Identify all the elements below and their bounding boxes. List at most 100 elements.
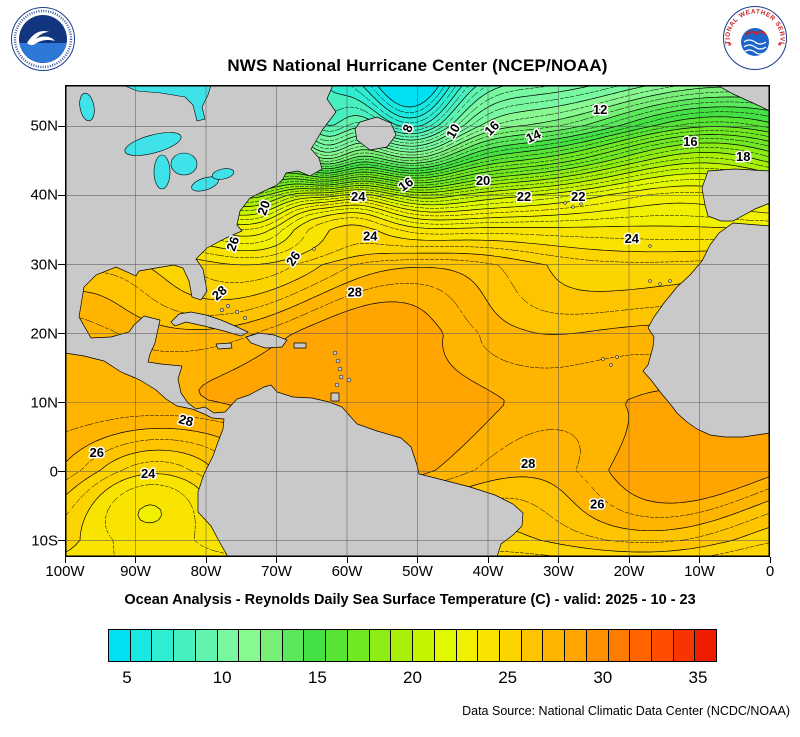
map-area: 12 8 10 16 14 16 18 16 20 22 22 24 20 26 24 26 24 28 28 28 2… bbox=[65, 85, 770, 557]
x-axis-tick bbox=[205, 557, 207, 563]
colorbar-cell bbox=[217, 630, 240, 661]
x-axis-tick-label: 0 bbox=[765, 563, 775, 580]
x-axis-tick-label: 20W bbox=[613, 563, 645, 580]
x-axis-tick-label: 50W bbox=[402, 563, 433, 580]
nws-logo-wave2 bbox=[743, 44, 767, 50]
x-axis-tick bbox=[628, 557, 630, 563]
contour-label: 26 bbox=[223, 234, 242, 253]
y-axis-tick bbox=[58, 125, 65, 127]
y-axis-tick-label: 10N bbox=[30, 394, 58, 412]
y-axis-tick-label: 50N bbox=[30, 117, 58, 135]
contour-label: 26 bbox=[590, 496, 604, 511]
contour-label: 16 bbox=[481, 118, 502, 139]
land-bahamas bbox=[234, 309, 240, 315]
land-puerto-rico bbox=[293, 342, 307, 349]
land-cape-verde bbox=[609, 363, 613, 367]
nws-logo-star-left: ★ bbox=[727, 41, 732, 48]
noaa-gull-icon bbox=[27, 31, 55, 46]
land-cuba bbox=[170, 311, 249, 337]
x-axis-tick-label: 70W bbox=[261, 563, 292, 580]
nws-logo-star-right: ★ bbox=[777, 41, 782, 48]
land-madeira bbox=[648, 244, 652, 248]
contour-label: 24 bbox=[141, 466, 156, 481]
land-cape-verde bbox=[601, 357, 605, 361]
colorbar-cell bbox=[195, 630, 218, 661]
colorbar-cell bbox=[565, 630, 587, 661]
contour-label: 24 bbox=[625, 231, 640, 246]
x-axis-tick bbox=[276, 557, 277, 563]
colorbar-cell bbox=[478, 630, 500, 661]
land-hispaniola bbox=[245, 332, 288, 349]
x-axis-tick-label: 30W bbox=[543, 563, 574, 580]
colorbar-tick-label: 10 bbox=[212, 668, 232, 687]
y-axis-tick bbox=[58, 333, 65, 335]
colorbar-cell bbox=[174, 630, 196, 661]
colorbar-cell bbox=[651, 630, 674, 661]
colorbar-tick-label: 20 bbox=[403, 668, 422, 687]
colorbar-cell bbox=[543, 630, 566, 661]
land-americas bbox=[65, 85, 524, 557]
land-lesser-antilles bbox=[338, 374, 344, 380]
noaa-logo-ring-microtext bbox=[13, 9, 73, 69]
land-cape-verde bbox=[615, 355, 619, 359]
colorbar-tick-label: 15 bbox=[307, 668, 327, 687]
y-axis-tick bbox=[58, 264, 65, 266]
x-axis-tick-label: 10W bbox=[684, 563, 715, 580]
x-axis-tick bbox=[417, 557, 418, 563]
x-axis-tick bbox=[346, 557, 348, 563]
water-great-lakes bbox=[211, 168, 235, 180]
y-axis-tick-label: 40N bbox=[30, 186, 58, 204]
colorbar-cell bbox=[130, 630, 153, 661]
y-axis-tick bbox=[58, 402, 65, 404]
colorbar-tick-label: 30 bbox=[593, 668, 613, 687]
y-axis-tick bbox=[58, 540, 65, 542]
land-azores bbox=[579, 202, 583, 206]
colorbar-cell bbox=[499, 630, 522, 661]
colorbar-cell bbox=[261, 630, 283, 661]
contour-line-dashed bbox=[369, 85, 446, 113]
colorbar-cell bbox=[391, 630, 414, 661]
colorbar-cell bbox=[369, 630, 392, 661]
colorbar-cell bbox=[630, 630, 652, 661]
colorbar-cell bbox=[347, 630, 370, 661]
land-trinidad bbox=[330, 392, 340, 402]
colorbar-cell bbox=[695, 630, 717, 661]
contour-label: 8 bbox=[399, 122, 416, 134]
y-axis-tick bbox=[58, 194, 65, 196]
contour-line bbox=[361, 85, 452, 119]
colorbar-cell bbox=[413, 630, 435, 661]
page-title: NWS National Hurricane Center (NCEP/NOAA… bbox=[227, 56, 608, 75]
colorbar-cell bbox=[152, 630, 175, 661]
nws-logo-wave3 bbox=[743, 49, 767, 55]
contour-label: 28 bbox=[521, 456, 535, 471]
x-axis-tick bbox=[487, 557, 489, 563]
data-source-note: Data Source: National Climatic Data Cent… bbox=[462, 704, 790, 718]
x-axis-tick bbox=[769, 557, 771, 563]
land-lesser-antilles bbox=[332, 350, 338, 356]
colorbar-cell bbox=[239, 630, 262, 661]
nws-bird-icon bbox=[745, 30, 767, 36]
land-canary-islands bbox=[658, 282, 662, 286]
land-bahamas bbox=[242, 315, 248, 321]
noaa-logo bbox=[10, 6, 76, 72]
y-axis-tick-label: 20N bbox=[30, 325, 58, 343]
water-great-lakes bbox=[153, 154, 171, 190]
contour-label: 28 bbox=[209, 282, 230, 303]
nws-logo-graphic: NATIONAL WEATHER SERVICE ★ ★ bbox=[723, 6, 787, 70]
y-axis-tick-label: 10S bbox=[31, 532, 58, 550]
y-axis-tick-label: 0 bbox=[49, 463, 58, 481]
land-bahamas bbox=[214, 297, 220, 303]
water-great-lakes bbox=[170, 152, 198, 176]
contour-label: 18 bbox=[736, 149, 750, 164]
colorbar-tick-label: 25 bbox=[498, 668, 518, 687]
colorbar-cell bbox=[521, 630, 544, 661]
graticule-layer bbox=[65, 85, 770, 557]
land-lesser-antilles bbox=[335, 358, 341, 364]
water-great-lakes bbox=[124, 132, 182, 156]
contour-line bbox=[324, 85, 463, 128]
land-bermuda bbox=[312, 247, 316, 251]
contour-label: 26 bbox=[283, 248, 304, 268]
x-axis-tick-label: 90W bbox=[120, 563, 151, 580]
x-axis-tick-label: 100W bbox=[45, 563, 85, 580]
